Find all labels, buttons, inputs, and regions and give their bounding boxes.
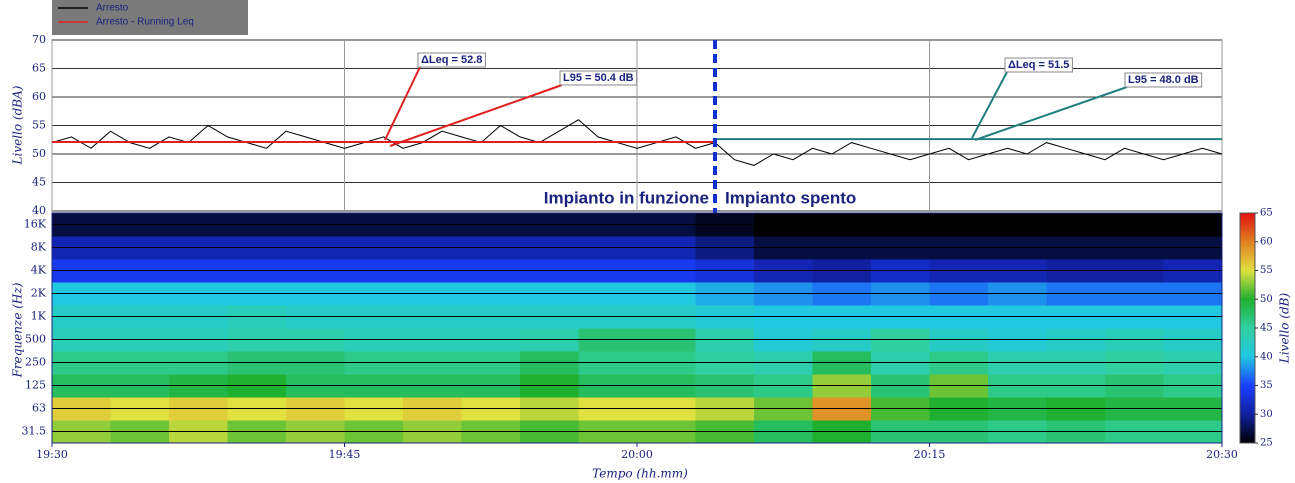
y-tick-label: 50: [32, 147, 46, 160]
colorbar-tick-label: 30: [1260, 409, 1273, 420]
y-tick-label: 65: [32, 62, 46, 75]
colorbar-title: Livello (dB): [1278, 293, 1292, 365]
colorbar: [1239, 212, 1256, 444]
y-tick-label: 4K: [31, 264, 47, 277]
region-label: Impianto spento: [725, 188, 856, 207]
y-tick-label: 250: [25, 356, 46, 369]
y-tick-label: 8K: [31, 241, 47, 254]
y-tick-label: 45: [32, 176, 46, 189]
colorbar-tick-label: 55: [1260, 265, 1273, 276]
annotation: ΔLeq = 51.5: [1008, 59, 1069, 71]
x-tick-label: 20:00: [621, 448, 653, 461]
annotation-box: [559, 70, 638, 86]
annotation-box: [417, 52, 486, 68]
annotation-arrow: [389, 84, 563, 147]
y-tick-label: 2K: [31, 287, 47, 300]
y-tick-label: 63: [32, 402, 46, 415]
y-tick-label: 70: [32, 33, 46, 46]
x-tick-label: 20:15: [914, 448, 946, 461]
colorbar-tick-label: 45: [1260, 323, 1273, 334]
colorbar-tick-label: 25: [1260, 438, 1273, 449]
annotation-arrow: [974, 86, 1128, 141]
y-tick-label: 31.5: [22, 425, 47, 438]
y-tick-label: 40: [32, 204, 46, 217]
colorbar-tick-label: 40: [1260, 351, 1273, 362]
annotation: ΔLeq = 52.8: [421, 54, 482, 66]
y-tick-label: 60: [32, 90, 46, 103]
annotation: L95 = 48.0 dB: [1128, 74, 1199, 86]
x-tick-label: 20:30: [1206, 448, 1238, 461]
y-tick-label: 16K: [24, 218, 47, 231]
x-tick-label: 19:30: [36, 448, 68, 461]
y-axis-title: Livello (dBA): [11, 85, 25, 165]
legend-box: [52, 0, 248, 35]
annotation-box: [1004, 57, 1073, 73]
annotation-box: [1124, 72, 1203, 88]
y-tick-label: 125: [25, 379, 46, 392]
annotation-arrow: [971, 71, 1008, 139]
y-axis-title: Frequenze (Hz): [11, 282, 25, 378]
y-tick-label: 55: [32, 119, 46, 132]
y-tick-label: 500: [25, 333, 46, 346]
colorbar-tick-label: 60: [1260, 236, 1273, 247]
y-tick-label: 1K: [31, 310, 47, 323]
legend-label: Arresto: [96, 3, 129, 14]
region-label: Impianto in funzione: [544, 188, 709, 207]
x-axis-title: Tempo (hh.mm): [592, 467, 688, 481]
colorbar-tick-label: 50: [1260, 294, 1273, 305]
x-tick-label: 19:45: [329, 448, 361, 461]
colorbar-tick-label: 35: [1260, 380, 1273, 391]
annotation: L95 = 50.4 dB: [563, 72, 634, 84]
legend-label: Arresto - Running Leq: [96, 17, 194, 28]
colorbar-tick-label: 65: [1260, 208, 1273, 219]
annotation-arrow: [384, 66, 421, 141]
